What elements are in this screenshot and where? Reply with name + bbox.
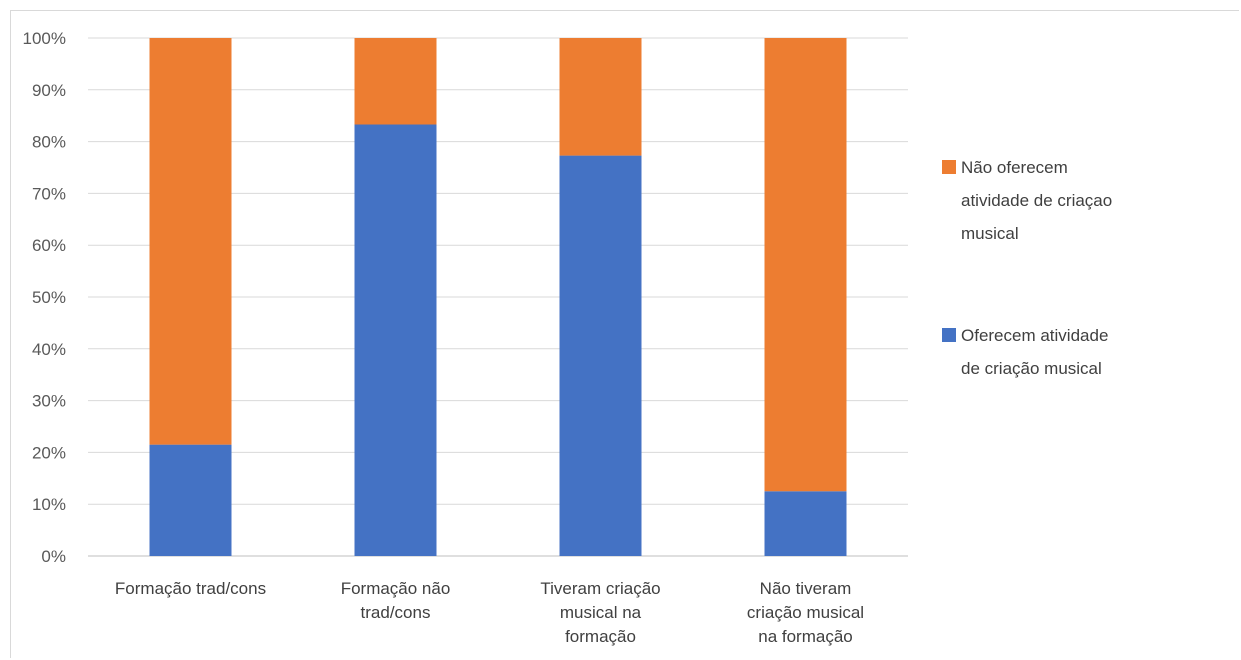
- legend-swatch-nao-oferecem: [942, 160, 956, 174]
- x-category-label: musical na: [560, 603, 642, 622]
- legend-label: Oferecem atividade: [961, 326, 1108, 345]
- y-tick-label: 50%: [32, 288, 66, 307]
- y-tick-label: 10%: [32, 495, 66, 514]
- bar-segment-nao-oferecem: [764, 38, 847, 492]
- y-tick-label: 80%: [32, 133, 66, 152]
- legend-label: Não oferecem: [961, 158, 1068, 177]
- bar-segment-oferecem: [354, 124, 437, 557]
- x-category-label: na formação: [758, 627, 853, 646]
- y-tick-label: 70%: [32, 184, 66, 203]
- legend-label: atividade de criaçao: [961, 191, 1112, 210]
- x-category-label: formação: [565, 627, 636, 646]
- bar-segment-oferecem: [764, 491, 847, 556]
- y-tick-label: 40%: [32, 340, 66, 359]
- x-category-label: Tiveram criação: [540, 579, 660, 598]
- y-tick-label: 60%: [32, 236, 66, 255]
- legend: Não oferecem atividade de criaçao musical O…: [942, 158, 1112, 378]
- bars: [149, 38, 847, 557]
- bar-segment-nao-oferecem: [559, 38, 642, 156]
- x-category-label: Não tiveram: [760, 579, 852, 598]
- x-category-label: Formação trad/cons: [115, 579, 266, 598]
- y-tick-label: 20%: [32, 443, 66, 462]
- x-category-label: Formação não: [341, 579, 451, 598]
- bar-segment-oferecem: [559, 155, 642, 556]
- y-tick-label: 30%: [32, 392, 66, 411]
- bar-segment-oferecem: [149, 444, 232, 556]
- x-category-label: trad/cons: [361, 603, 431, 622]
- legend-swatch-oferecem: [942, 328, 956, 342]
- y-tick-label: 100%: [23, 29, 66, 48]
- x-axis-categories: Formação trad/cons Formação não trad/cons T…: [115, 579, 864, 646]
- y-axis-ticks: 0% 10% 20% 30% 40% 50% 60% 70% 80% 90% 100%: [23, 29, 66, 566]
- legend-label: de criação musical: [961, 359, 1102, 378]
- y-tick-label: 90%: [32, 81, 66, 100]
- legend-label: musical: [961, 224, 1019, 243]
- bar-segment-nao-oferecem: [354, 38, 437, 125]
- x-category-label: criação musical: [747, 603, 864, 622]
- y-tick-label: 0%: [41, 547, 66, 566]
- bar-segment-nao-oferecem: [149, 38, 232, 445]
